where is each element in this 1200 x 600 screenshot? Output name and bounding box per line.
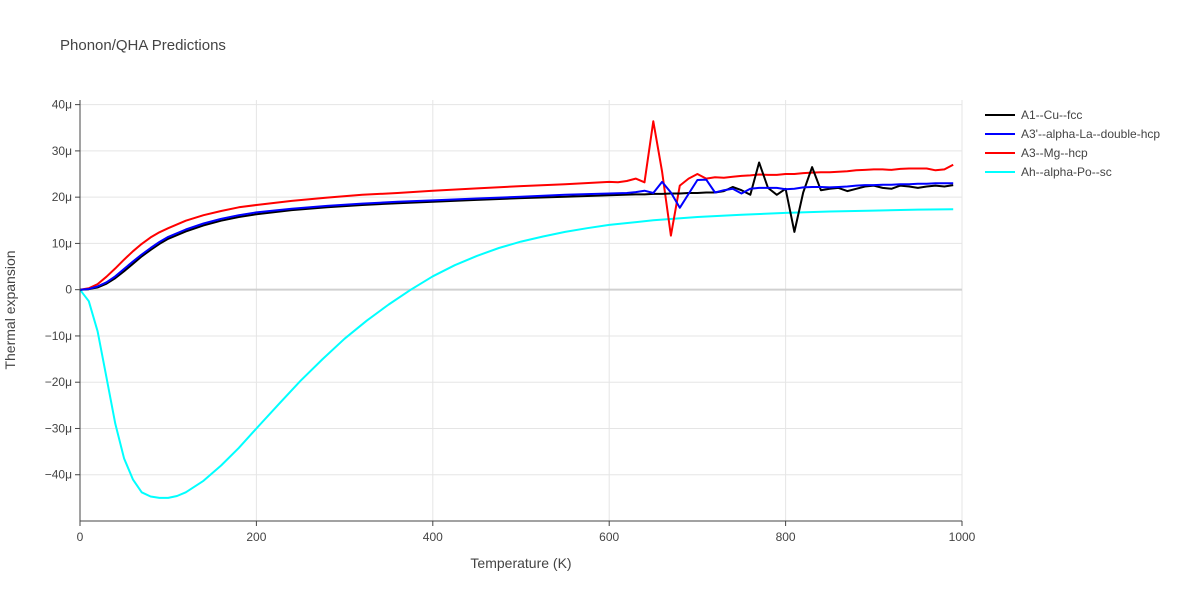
legend-item[interactable]: A3--Mg--hcp bbox=[985, 146, 1088, 160]
legend[interactable]: A1--Cu--fcc A3'--alpha-La--double-hcp A3--… bbox=[985, 108, 1160, 179]
y-axis: −40μ −30μ −20μ −10μ 0 10μ 20μ 30μ 40μ bbox=[45, 98, 81, 521]
x-tick-label: 0 bbox=[77, 530, 84, 544]
series-line-0[interactable] bbox=[79, 161, 954, 291]
grid bbox=[80, 100, 963, 521]
x-axis: 0 200 400 600 800 1000 bbox=[77, 520, 976, 544]
x-tick-label: 400 bbox=[423, 530, 443, 544]
y-axis-title: Thermal expansion bbox=[2, 250, 18, 369]
legend-label: Ah--alpha-Po--sc bbox=[1021, 165, 1112, 179]
x-tick-label: 600 bbox=[599, 530, 619, 544]
x-axis-title: Temperature (K) bbox=[470, 555, 571, 571]
y-tick-label: −40μ bbox=[45, 468, 72, 482]
y-tick-label: 30μ bbox=[52, 144, 72, 158]
y-tick-label: 20μ bbox=[52, 190, 72, 204]
x-tick-label: 800 bbox=[776, 530, 796, 544]
y-tick-label: −30μ bbox=[45, 421, 72, 435]
legend-label: A3'--alpha-La--double-hcp bbox=[1021, 127, 1160, 141]
legend-item[interactable]: A3'--alpha-La--double-hcp bbox=[985, 127, 1160, 141]
legend-label: A1--Cu--fcc bbox=[1021, 108, 1082, 122]
legend-item[interactable]: Ah--alpha-Po--sc bbox=[985, 165, 1112, 179]
x-tick-label: 200 bbox=[246, 530, 266, 544]
y-tick-label: 40μ bbox=[52, 98, 72, 112]
plot-area[interactable] bbox=[79, 120, 954, 499]
chart-title: Phonon/QHA Predictions bbox=[60, 37, 226, 54]
y-tick-label: 10μ bbox=[52, 236, 72, 250]
y-tick-label: 0 bbox=[65, 283, 72, 297]
legend-label: A3--Mg--hcp bbox=[1021, 146, 1088, 160]
y-tick-label: −10μ bbox=[45, 329, 72, 343]
series-line-1[interactable] bbox=[79, 178, 954, 291]
y-tick-label: −20μ bbox=[45, 375, 72, 389]
series-line-2[interactable] bbox=[79, 120, 954, 291]
x-tick-label: 1000 bbox=[949, 530, 976, 544]
legend-item[interactable]: A1--Cu--fcc bbox=[985, 108, 1082, 122]
series-line-3[interactable] bbox=[79, 208, 954, 499]
